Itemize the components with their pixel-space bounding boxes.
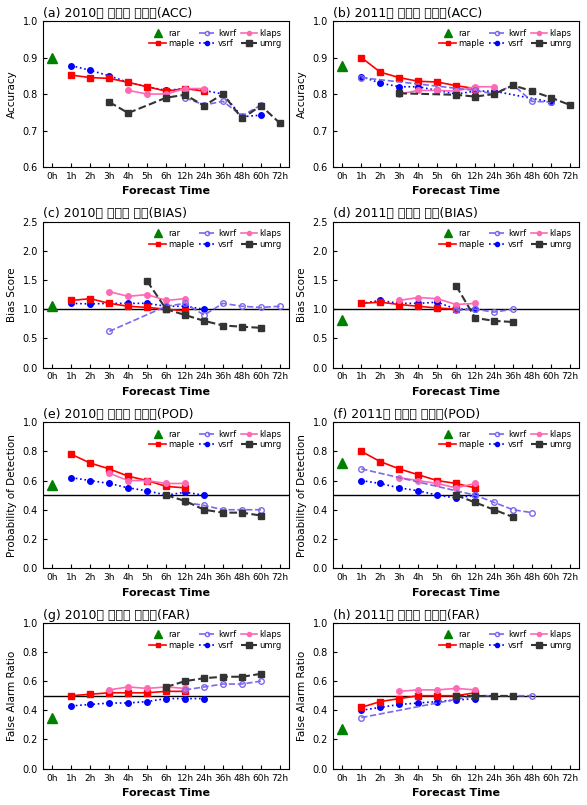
- Legend: rar, maple, kwrf, vsrf, klaps, umrg: rar, maple, kwrf, vsrf, klaps, umrg: [146, 25, 285, 52]
- Y-axis label: Bias Score: Bias Score: [297, 267, 307, 322]
- X-axis label: Forecast Time: Forecast Time: [412, 187, 500, 196]
- Text: (d) 2011년 여름철 편이(BIAS): (d) 2011년 여름철 편이(BIAS): [333, 208, 478, 221]
- X-axis label: Forecast Time: Forecast Time: [122, 588, 210, 597]
- Text: (c) 2010년 여름철 편이(BIAS): (c) 2010년 여름철 편이(BIAS): [43, 208, 187, 221]
- X-axis label: Forecast Time: Forecast Time: [412, 387, 500, 397]
- Legend: rar, maple, kwrf, vsrf, klaps, umrg: rar, maple, kwrf, vsrf, klaps, umrg: [146, 427, 285, 452]
- Text: (b) 2011년 여름철 정확도(ACC): (b) 2011년 여름철 정확도(ACC): [333, 7, 482, 20]
- Legend: rar, maple, kwrf, vsrf, klaps, umrg: rar, maple, kwrf, vsrf, klaps, umrg: [146, 226, 285, 252]
- X-axis label: Forecast Time: Forecast Time: [122, 788, 210, 798]
- Y-axis label: Bias Score: Bias Score: [7, 267, 17, 322]
- Legend: rar, maple, kwrf, vsrf, klaps, umrg: rar, maple, kwrf, vsrf, klaps, umrg: [146, 627, 285, 654]
- X-axis label: Forecast Time: Forecast Time: [122, 387, 210, 397]
- Text: (e) 2010년 여름철 탐지율(POD): (e) 2010년 여름철 탐지율(POD): [43, 408, 193, 421]
- Y-axis label: False Alarm Ratio: False Alarm Ratio: [7, 650, 17, 741]
- Y-axis label: False Alarm Ratio: False Alarm Ratio: [297, 650, 307, 741]
- X-axis label: Forecast Time: Forecast Time: [122, 187, 210, 196]
- Legend: rar, maple, kwrf, vsrf, klaps, umrg: rar, maple, kwrf, vsrf, klaps, umrg: [436, 627, 575, 654]
- Y-axis label: Accuracy: Accuracy: [297, 70, 307, 118]
- Text: (a) 2010년 여름철 정확도(ACC): (a) 2010년 여름철 정확도(ACC): [43, 7, 192, 20]
- Y-axis label: Accuracy: Accuracy: [7, 70, 17, 118]
- Legend: rar, maple, kwrf, vsrf, klaps, umrg: rar, maple, kwrf, vsrf, klaps, umrg: [436, 25, 575, 52]
- Legend: rar, maple, kwrf, vsrf, klaps, umrg: rar, maple, kwrf, vsrf, klaps, umrg: [436, 427, 575, 452]
- Y-axis label: Probability of Detection: Probability of Detection: [7, 434, 17, 556]
- Text: (g) 2010년 여름철 오보율(FAR): (g) 2010년 여름철 오보율(FAR): [43, 609, 190, 621]
- X-axis label: Forecast Time: Forecast Time: [412, 588, 500, 597]
- Text: (f) 2011년 여름철 탐지율(POD): (f) 2011년 여름철 탐지율(POD): [333, 408, 480, 421]
- X-axis label: Forecast Time: Forecast Time: [412, 788, 500, 798]
- Text: (h) 2011년 여름철 오보율(FAR): (h) 2011년 여름철 오보율(FAR): [333, 609, 480, 621]
- Y-axis label: Probability of Detection: Probability of Detection: [297, 434, 307, 556]
- Legend: rar, maple, kwrf, vsrf, klaps, umrg: rar, maple, kwrf, vsrf, klaps, umrg: [436, 226, 575, 252]
